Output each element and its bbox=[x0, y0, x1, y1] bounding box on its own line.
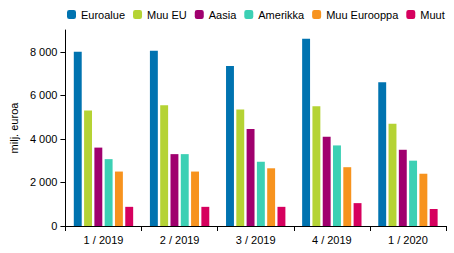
svg-text:4 000: 4 000 bbox=[30, 133, 58, 145]
svg-text:6 000: 6 000 bbox=[30, 89, 58, 101]
svg-text:1 / 2020: 1 / 2020 bbox=[388, 234, 428, 246]
svg-text:2 / 2019: 2 / 2019 bbox=[160, 234, 200, 246]
svg-text:8 000: 8 000 bbox=[30, 46, 58, 58]
svg-text:Muu EU: Muu EU bbox=[147, 9, 187, 21]
svg-text:Euroalue: Euroalue bbox=[81, 9, 125, 21]
svg-text:Muu Eurooppa: Muu Eurooppa bbox=[326, 9, 399, 21]
svg-text:Aasia: Aasia bbox=[209, 9, 237, 21]
svg-text:Amerikka: Amerikka bbox=[258, 9, 305, 21]
svg-text:4 / 2019: 4 / 2019 bbox=[312, 234, 352, 246]
svg-text:Muut: Muut bbox=[420, 9, 444, 21]
svg-text:1 / 2019: 1 / 2019 bbox=[84, 234, 124, 246]
svg-text:milj. euroa: milj. euroa bbox=[8, 102, 20, 154]
svg-text:2 000: 2 000 bbox=[30, 176, 58, 188]
svg-text:0: 0 bbox=[51, 220, 57, 232]
svg-text:3 / 2019: 3 / 2019 bbox=[236, 234, 276, 246]
